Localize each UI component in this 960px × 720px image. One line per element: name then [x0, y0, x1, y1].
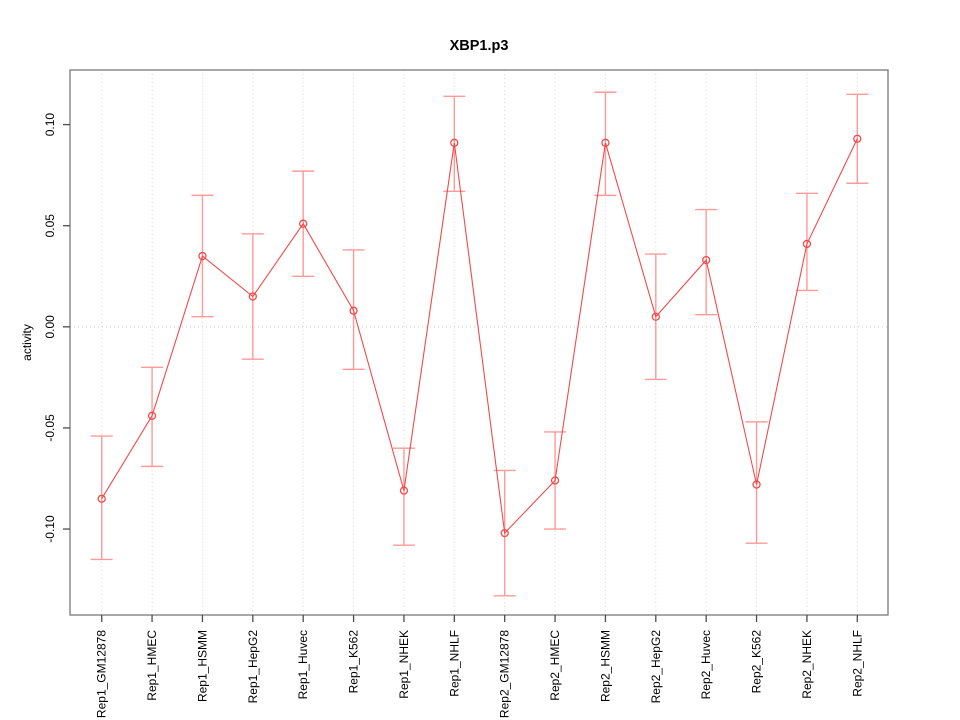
x-tick-label: Rep2_HepG2 — [649, 630, 663, 704]
data-point — [299, 219, 308, 228]
data-point — [752, 480, 761, 489]
error-bar — [795, 192, 818, 292]
data-point — [248, 292, 257, 301]
x-tick-label: Rep2_HSMM — [598, 630, 612, 702]
data-point — [450, 138, 459, 147]
y-tick-label: 0.00 — [43, 315, 57, 339]
data-point — [550, 476, 560, 485]
x-tick-label: Rep2_GM12878 — [498, 630, 512, 718]
y-tick-label: 0.05 — [43, 214, 57, 238]
data-point — [651, 312, 660, 321]
y-tick-label: -0.05 — [43, 414, 57, 442]
x-tick-label: Rep1_Huvec — [296, 630, 310, 699]
chart-title: XBP1.p3 — [450, 38, 509, 54]
data-point — [601, 138, 610, 147]
x-tick-label: Rep1_NHEK — [397, 630, 411, 699]
x-tick-label: Rep2_K562 — [750, 630, 764, 694]
data-point — [802, 239, 812, 249]
data-point — [853, 134, 862, 143]
x-tick-label: Rep1_K562 — [347, 630, 361, 694]
x-tick-label: Rep2_HMEC — [548, 630, 562, 701]
x-tick-label: Rep1_HMEC — [145, 630, 159, 701]
data-point — [349, 306, 358, 315]
x-tick-label: Rep2_NHEK — [800, 630, 814, 699]
y-tick-label: 0.10 — [43, 113, 57, 137]
x-tick-label: Rep1_GM12878 — [95, 630, 109, 718]
x-tick-label: Rep1_NHLF — [447, 630, 461, 697]
series-line — [101, 138, 858, 535]
data-point — [198, 251, 207, 261]
x-tick-label: Rep1_HepG2 — [246, 630, 260, 704]
data-point — [702, 255, 711, 265]
y-axis-label: activity — [20, 324, 34, 361]
x-tick-label: Rep2_Huvec — [699, 630, 713, 699]
data-point — [97, 494, 106, 503]
x-tick-label: Rep1_HSMM — [195, 630, 209, 702]
plot-box — [69, 69, 889, 616]
data-point — [500, 528, 509, 538]
x-tick-label: Rep2_NHLF — [850, 630, 864, 697]
data-point — [147, 411, 157, 420]
y-tick-label: -0.10 — [43, 515, 57, 543]
error-bar — [392, 447, 415, 546]
data-point — [399, 486, 409, 495]
